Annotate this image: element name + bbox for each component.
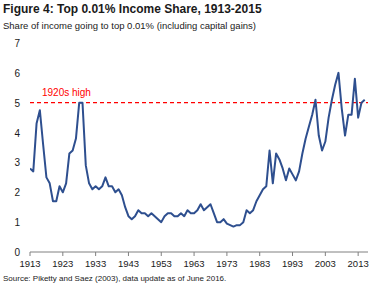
x-tick (62, 252, 63, 256)
x-tick (194, 252, 195, 256)
x-tick-label: 2003 (315, 258, 336, 269)
plot-area (30, 73, 368, 227)
source: Source: Piketty and Saez (2003), data up… (3, 274, 226, 283)
reference-label: 1920s high (42, 87, 91, 98)
subtitle: Share of income going to top 0.01% (incl… (3, 20, 256, 31)
x-tick (30, 252, 31, 256)
y-tick-label: 5 (14, 98, 20, 109)
x-tick (259, 252, 260, 256)
x-tick-label: 1953 (151, 258, 172, 269)
y-tick-label: 0 (14, 247, 20, 258)
chart: Figure 4: Top 0.01% Income Share, 1913-2… (0, 0, 380, 285)
y-tick (27, 43, 30, 44)
x-tick-label: 1943 (118, 258, 139, 269)
y-tick (27, 132, 30, 133)
x-tick-label: 2013 (348, 258, 369, 269)
x-tick-label: 1973 (216, 258, 237, 269)
x-tick (292, 252, 293, 256)
x-tick-label: 1923 (52, 258, 73, 269)
y-tick-label: 2 (14, 187, 20, 198)
y-tick (27, 72, 30, 73)
x-tick (325, 252, 326, 256)
x-axis (30, 252, 368, 253)
x-tick (128, 252, 129, 256)
x-tick (226, 252, 227, 256)
y-tick (27, 102, 30, 103)
y-tick-label: 4 (14, 128, 20, 139)
y-tick-label: 6 (14, 68, 20, 79)
x-tick-label: 1913 (19, 258, 40, 269)
x-tick-label: 1983 (249, 258, 270, 269)
x-tick-label: 1963 (184, 258, 205, 269)
title: Figure 4: Top 0.01% Income Share, 1913-2… (3, 2, 262, 16)
x-tick (358, 252, 359, 256)
y-tick (27, 192, 30, 193)
y-tick (27, 162, 30, 163)
x-tick (161, 252, 162, 256)
y-tick-label: 3 (14, 157, 20, 168)
x-tick-label: 1993 (282, 258, 303, 269)
x-tick-label: 1933 (85, 258, 106, 269)
y-tick-label: 1 (14, 217, 20, 228)
data-line (30, 73, 365, 227)
x-tick (95, 252, 96, 256)
y-tick-label: 7 (14, 38, 20, 49)
y-tick (27, 222, 30, 223)
